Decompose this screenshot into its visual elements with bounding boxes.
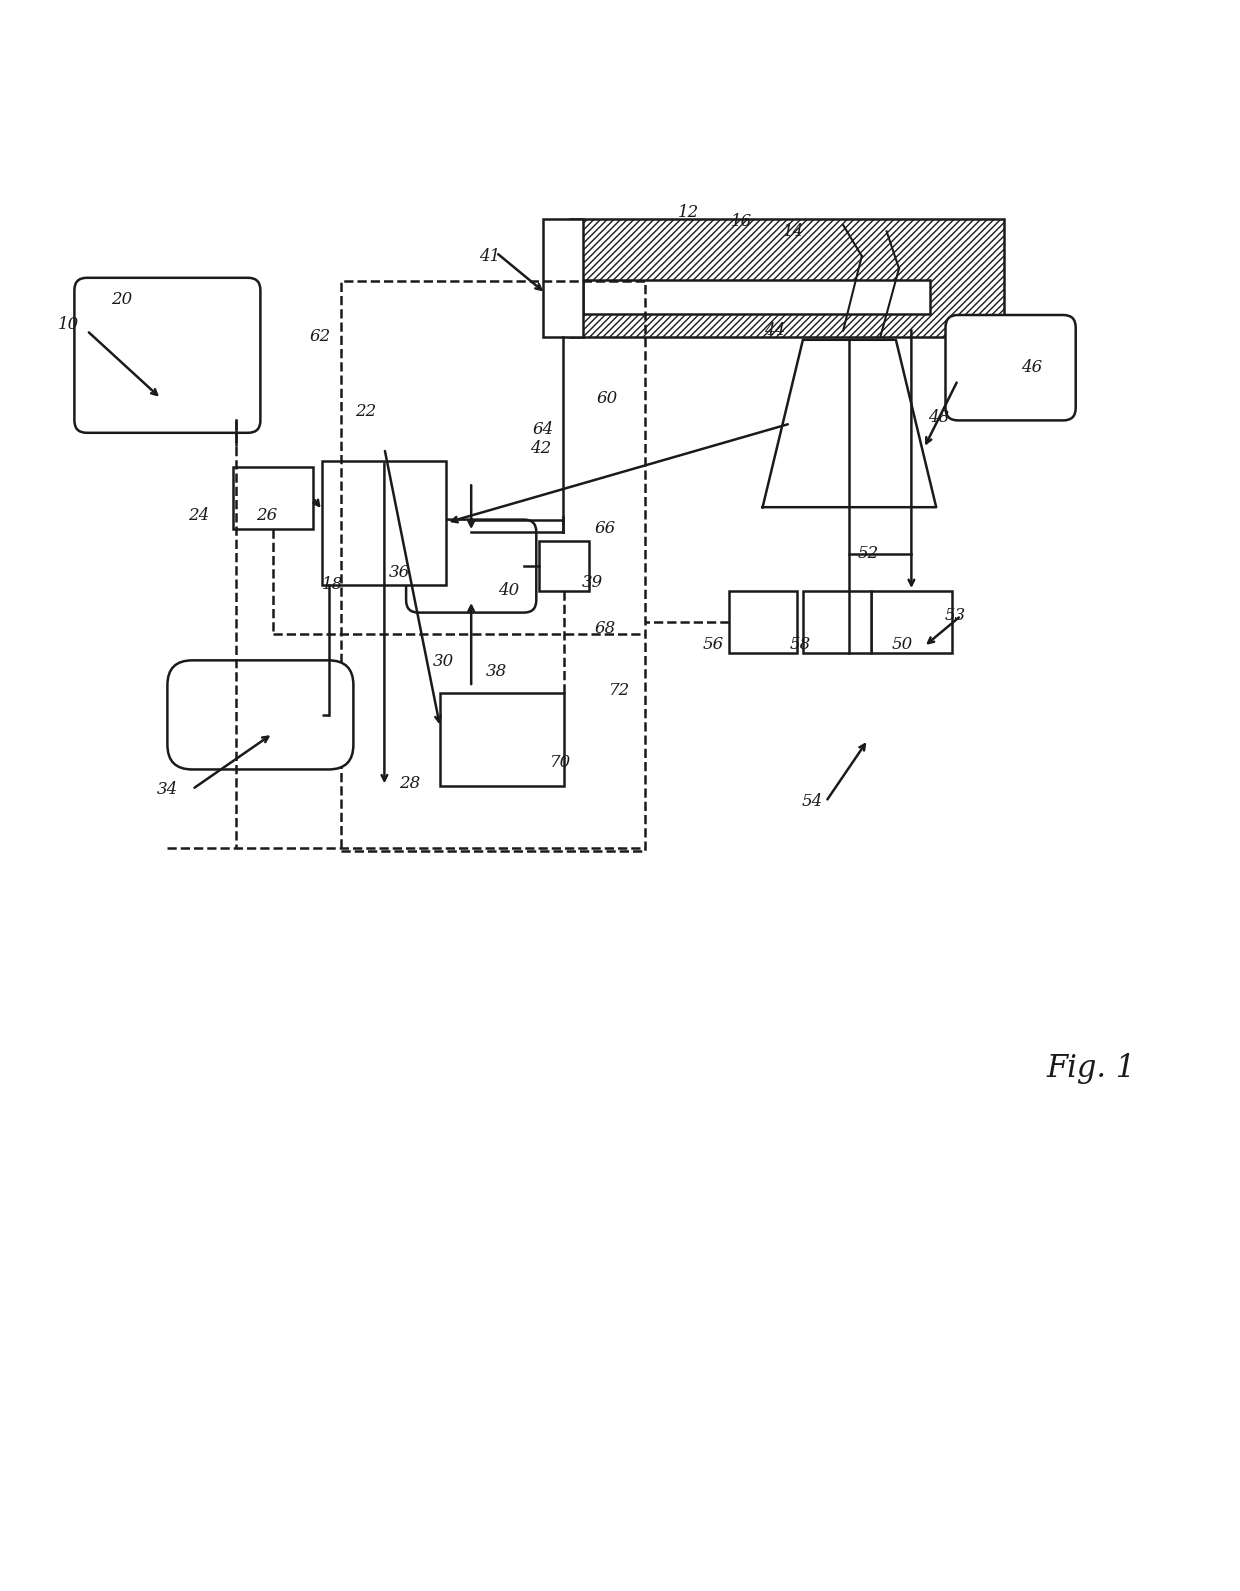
Text: 40: 40	[497, 582, 520, 600]
Text: 22: 22	[355, 403, 377, 420]
Text: 12: 12	[677, 204, 699, 221]
Text: 20: 20	[110, 291, 133, 309]
Text: 41: 41	[479, 248, 501, 264]
Text: 14: 14	[782, 223, 805, 240]
Text: 28: 28	[398, 775, 420, 792]
Bar	[539, 541, 589, 590]
Text: 36: 36	[388, 563, 410, 581]
Text: 52: 52	[857, 546, 879, 562]
Text: 38: 38	[485, 663, 507, 679]
Text: 50: 50	[892, 636, 914, 652]
Text: 58: 58	[789, 636, 811, 652]
Text: 46: 46	[1021, 360, 1043, 375]
Text: Fig. 1: Fig. 1	[1047, 1053, 1136, 1083]
Text: 54: 54	[801, 794, 823, 810]
Text: 24: 24	[187, 508, 210, 523]
FancyBboxPatch shape	[407, 520, 536, 613]
Text: 44: 44	[764, 321, 786, 339]
Text: 16: 16	[730, 213, 753, 229]
Bar	[322, 461, 446, 585]
Text: 64: 64	[532, 422, 554, 438]
Text: 30: 30	[433, 652, 455, 670]
Bar	[729, 590, 797, 652]
Bar	[341, 282, 645, 851]
FancyBboxPatch shape	[945, 315, 1075, 420]
FancyBboxPatch shape	[74, 278, 260, 433]
Bar	[870, 590, 952, 652]
Text: 68: 68	[594, 619, 616, 636]
Text: 72: 72	[609, 681, 631, 698]
Text: 62: 62	[309, 328, 331, 345]
Text: 66: 66	[594, 520, 616, 538]
Text: 18: 18	[321, 576, 343, 593]
Text: 60: 60	[596, 390, 619, 407]
Bar	[440, 694, 564, 786]
Text: 70: 70	[549, 754, 572, 770]
Text: 10: 10	[57, 315, 79, 333]
Bar	[543, 220, 583, 337]
Text: 53: 53	[944, 608, 966, 624]
Text: 26: 26	[255, 508, 278, 523]
Bar	[233, 466, 312, 528]
Text: 34: 34	[156, 781, 179, 797]
Bar	[583, 280, 930, 315]
Text: 48: 48	[928, 409, 950, 426]
Bar	[570, 220, 1004, 337]
FancyBboxPatch shape	[167, 660, 353, 770]
Text: 56: 56	[702, 636, 724, 652]
Bar	[804, 590, 872, 652]
Text: 42: 42	[529, 439, 552, 457]
Text: 39: 39	[582, 574, 604, 590]
